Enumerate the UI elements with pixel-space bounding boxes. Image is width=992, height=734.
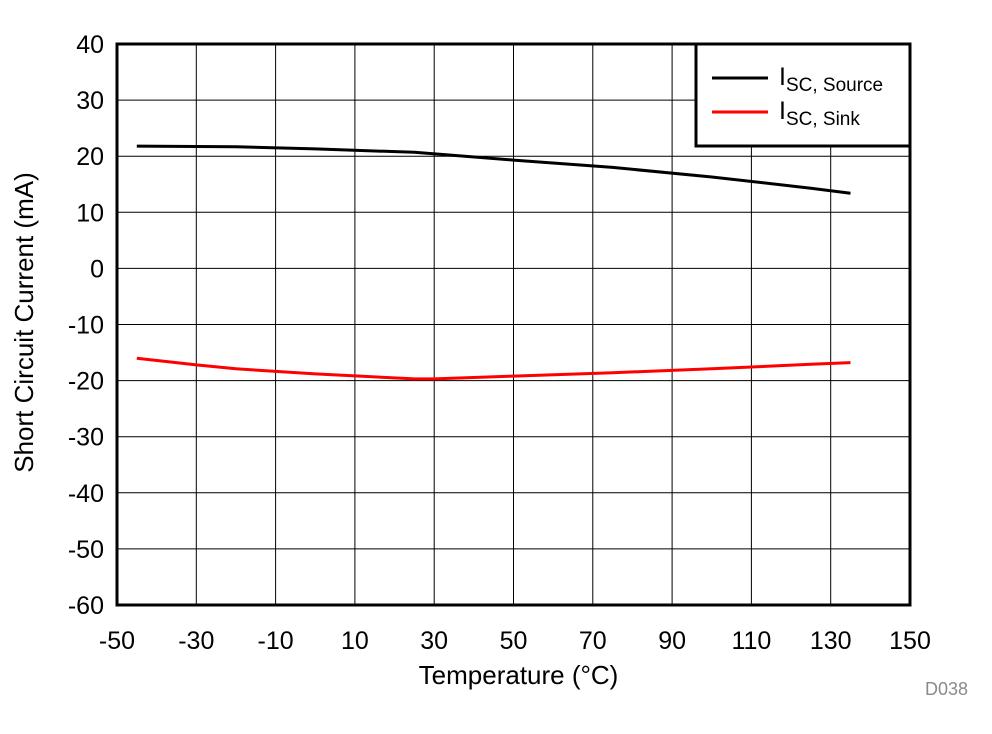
y-tick-label: 0 [90,255,104,283]
y-axis-title: Short Circuit Current (mA) [9,172,39,473]
y-tick-label: -40 [68,480,104,508]
y-tick-label: -30 [68,424,104,452]
x-tick-label: 10 [341,627,369,655]
y-tick-label: 40 [76,31,104,59]
x-tick-label: 70 [579,627,607,655]
plot-frame [115,42,912,607]
x-tick-label: -50 [99,627,135,655]
x-tick-label: 50 [500,627,528,655]
x-tick-label: -30 [178,627,214,655]
y-tick-label: 10 [76,199,104,227]
y-tick-label: 20 [76,143,104,171]
x-tick-labels: -50 -30 -10 10 30 50 70 90 110 130 150 [99,627,931,655]
legend-box [694,42,912,148]
y-tick-label: 30 [76,87,104,115]
series-line-sink [136,356,851,381]
legend: ISC, Source ISC, Sink [694,42,912,148]
y-tick-label: -20 [68,368,104,396]
legend-label-sink: ISC, Sink [779,97,860,130]
x-tick-label: 130 [810,627,852,655]
x-tick-label: 90 [658,627,686,655]
figure-id: D038 [925,679,968,699]
x-axis-title: Temperature (°C) [419,660,619,690]
y-tick-label: -50 [68,536,104,564]
y-tick-label: -60 [68,592,104,620]
x-tick-label: 150 [889,627,931,655]
x-tick-label: 30 [420,627,448,655]
legend-label-source: ISC, Source [779,63,883,96]
x-tick-label: -10 [258,627,294,655]
y-tick-label: -10 [68,312,104,340]
x-tick-label: 110 [731,627,771,655]
series-line-source [136,144,851,195]
series-layer [136,144,851,381]
y-tick-labels: 40 30 20 10 0 -10 -20 -30 -40 -50 -60 [68,31,104,620]
